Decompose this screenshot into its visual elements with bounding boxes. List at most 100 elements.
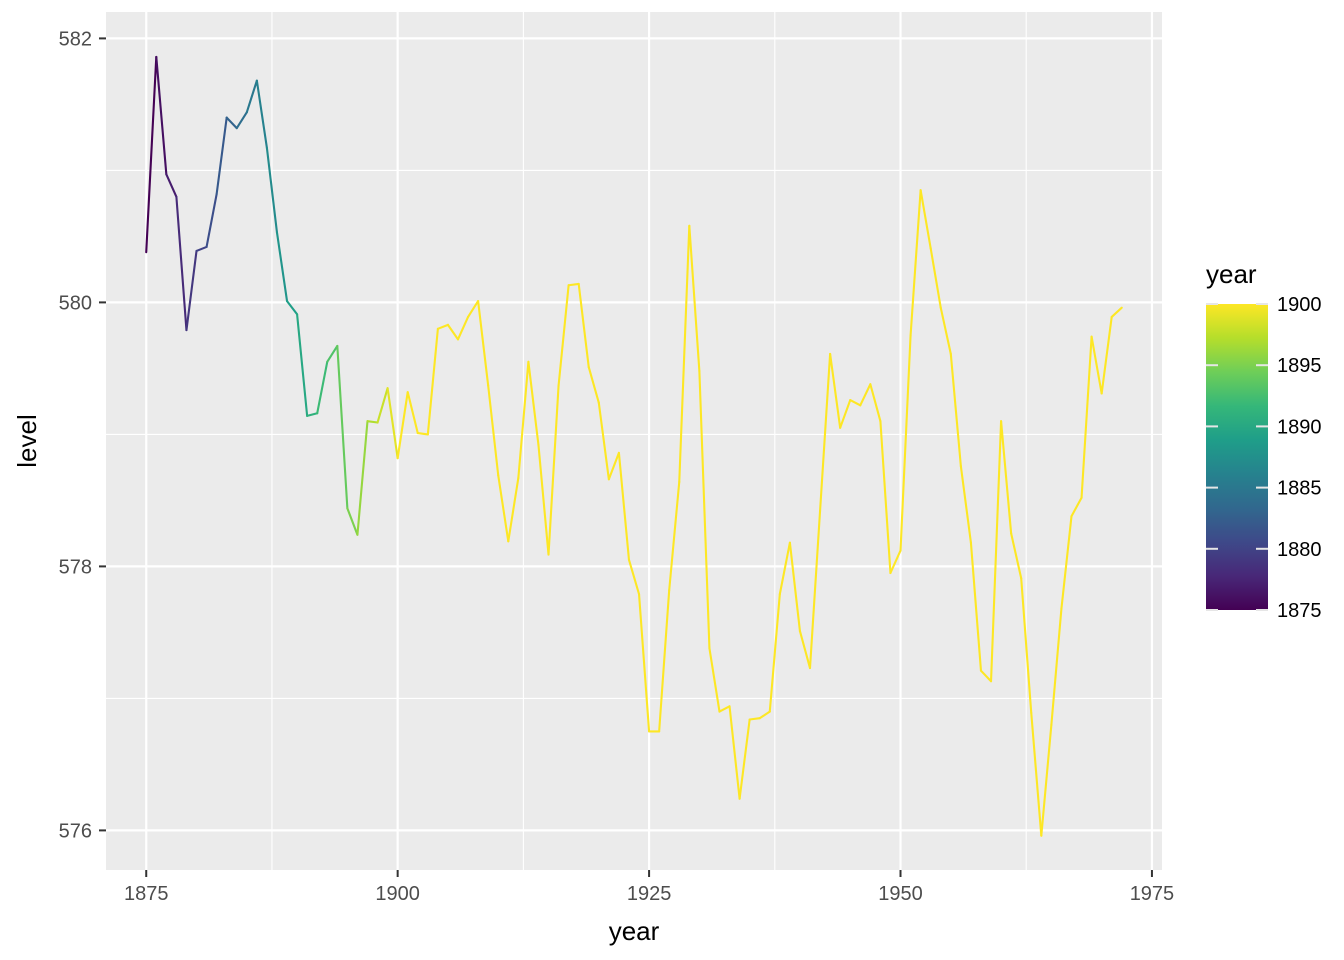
line-segment	[738, 718, 751, 800]
line-segment	[1100, 315, 1113, 395]
legend-label: 1895	[1277, 355, 1322, 377]
x-axis: 1875 1900 1925 1950 1975	[124, 870, 1174, 905]
legend-label: 1880	[1277, 539, 1322, 561]
line-segment	[899, 334, 912, 552]
line-segment	[316, 360, 329, 415]
line-segment	[165, 173, 178, 198]
line-segment	[326, 344, 339, 363]
line-segment	[929, 247, 942, 309]
line-segment	[467, 300, 480, 318]
grid-minor	[106, 12, 1162, 870]
line-segment	[959, 465, 972, 544]
y-axis: 576 578 580 582	[59, 28, 106, 842]
line-segment	[617, 451, 631, 561]
line-segment	[1040, 723, 1053, 837]
line-segment	[829, 352, 842, 429]
line-segment	[537, 443, 550, 556]
line-segment	[386, 387, 399, 460]
line-segment	[708, 647, 721, 713]
line-segment	[587, 366, 600, 404]
line-segment	[255, 79, 268, 150]
line-segment	[889, 549, 902, 575]
x-tick-label: 1875	[124, 883, 169, 905]
line-segment	[758, 710, 771, 720]
line-segment	[497, 474, 510, 543]
legend-label: 1885	[1277, 478, 1322, 500]
line-segment	[1030, 711, 1043, 837]
line-segment	[376, 387, 389, 424]
line-segment	[788, 541, 801, 633]
legend-colorbar	[1206, 304, 1268, 610]
line-segment	[275, 231, 289, 303]
line-segment	[487, 384, 500, 477]
line-segment	[688, 224, 701, 373]
line-segment	[396, 391, 409, 460]
panel-background	[106, 12, 1162, 870]
line-segment	[567, 282, 580, 287]
line-segment	[285, 300, 299, 316]
y-tick-label: 582	[59, 28, 92, 50]
legend-label: 1875	[1277, 600, 1322, 622]
line-segment	[909, 189, 922, 337]
line-segment	[547, 384, 560, 556]
y-tick-label: 576	[59, 820, 92, 842]
line-segment	[356, 420, 369, 536]
x-tick-label: 1900	[375, 883, 420, 905]
line-segment	[678, 224, 691, 483]
x-axis-title: year	[609, 916, 660, 946]
line-segment	[778, 541, 791, 596]
line-segment	[1090, 335, 1103, 395]
line-segment	[849, 399, 862, 407]
line-segment	[859, 383, 872, 407]
line-segment	[658, 589, 671, 733]
line-segment	[879, 420, 892, 575]
line-segment	[527, 360, 540, 447]
line-segment	[748, 717, 761, 721]
line-segment	[637, 593, 651, 733]
line-segment	[416, 432, 429, 436]
line-segment	[477, 300, 490, 387]
line-segment	[336, 344, 349, 510]
line-segment	[1010, 532, 1023, 580]
line-segment	[517, 360, 530, 480]
line-segment	[698, 369, 711, 650]
line-segment	[306, 412, 319, 417]
line-segment	[949, 352, 962, 468]
x-tick-label: 1950	[878, 883, 923, 905]
line-segment	[436, 323, 449, 330]
legend-label: 1890	[1277, 416, 1322, 438]
y-tick-label: 580	[59, 292, 92, 314]
y-axis-title: level	[12, 414, 42, 467]
line-segment	[1000, 420, 1013, 535]
line-segment	[808, 509, 822, 670]
x-tick-label: 1925	[627, 883, 672, 905]
line-segment	[939, 306, 952, 355]
line-segment	[145, 55, 158, 254]
line-segment	[768, 593, 781, 713]
line-segment	[195, 245, 208, 252]
line-segment	[1060, 515, 1073, 610]
line-segment	[1050, 607, 1063, 726]
line-segment	[869, 383, 882, 423]
line-segment	[557, 284, 570, 387]
line-segment	[205, 193, 218, 249]
line-segment	[728, 705, 741, 800]
line-segment	[265, 146, 279, 234]
line-segment	[798, 630, 812, 670]
line-segment	[1080, 335, 1093, 499]
line-segment	[989, 420, 1003, 683]
line-segment	[597, 401, 610, 481]
line-segment	[607, 451, 620, 481]
line-segment	[456, 315, 470, 341]
line-segment	[366, 420, 379, 424]
line-segment	[185, 249, 198, 332]
line-segment	[406, 391, 419, 435]
legend-ticks: 1900 1895 1890 1885 1880 1875	[1206, 294, 1322, 622]
y-tick-label: 578	[59, 556, 92, 578]
line-segment	[627, 558, 641, 596]
line-segment	[235, 111, 248, 130]
line-segment	[839, 399, 852, 429]
legend-title: year	[1206, 259, 1257, 289]
line-segment	[979, 669, 993, 683]
line-segment	[346, 507, 359, 536]
